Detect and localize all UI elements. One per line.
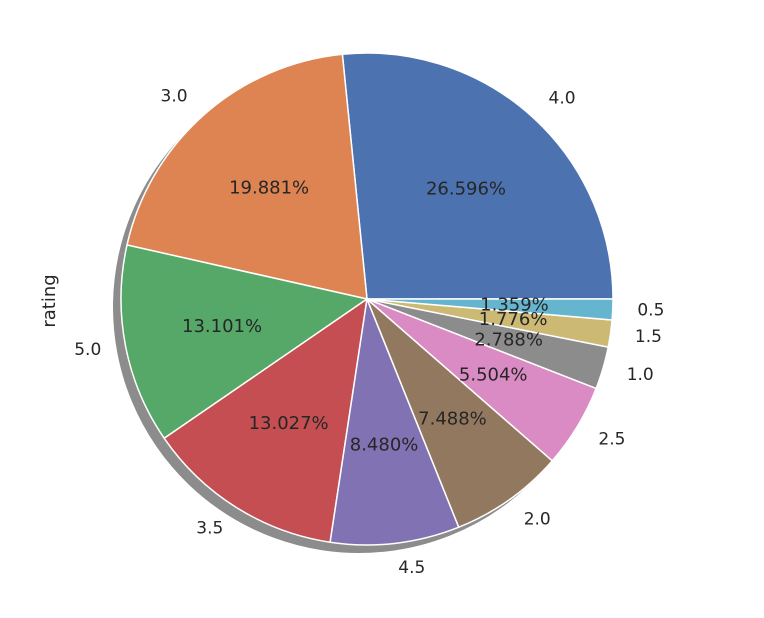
pie-slice-4-5	[329, 298, 460, 546]
slice-percent-1-0: 2.788%	[474, 329, 543, 350]
pie-slice-0-5	[366, 298, 614, 321]
slice-label-4-0: 4.0	[549, 88, 576, 108]
pie-slice-3-5	[163, 298, 368, 543]
slice-percent-4-5: 8.480%	[350, 435, 419, 456]
pie-slice-5-0	[120, 244, 368, 440]
slice-label-3-0: 3.0	[161, 86, 188, 106]
pie-labels: 4.0 3.0 5.0 3.5 4.5 2.0 2.5 1.0 1.5 0.5	[74, 86, 664, 577]
slice-percent-2-0: 7.488%	[418, 408, 487, 429]
slice-label-5-0: 5.0	[74, 340, 101, 360]
pie-slice-2-0	[366, 298, 554, 528]
slice-percent-4-0: 26.596%	[426, 179, 506, 200]
slice-percent-2-5: 5.504%	[459, 365, 528, 386]
y-axis-label: rating	[39, 274, 60, 327]
slice-label-1-5: 1.5	[635, 327, 662, 347]
slice-label-0-5: 0.5	[637, 301, 664, 321]
slice-percent-3-0: 19.881%	[229, 178, 309, 199]
pie-percent-labels: 26.596% 19.881% 13.101% 13.027% 8.480% 7.488%…	[182, 178, 549, 456]
slice-percent-5-0: 13.101%	[182, 316, 262, 337]
slice-percent-3-5: 13.027%	[249, 413, 329, 434]
pie-slice-3-0	[126, 53, 368, 300]
slice-label-2-5: 2.5	[598, 429, 625, 449]
pie-slice-4-0	[341, 52, 614, 300]
slice-label-2-0: 2.0	[524, 510, 551, 530]
slice-label-3-5: 3.5	[196, 518, 223, 538]
pie-slices	[120, 52, 614, 546]
slice-percent-0-5: 1.359%	[480, 294, 549, 315]
slice-label-1-0: 1.0	[627, 365, 654, 385]
slice-label-4-5: 4.5	[398, 558, 425, 578]
slice-percent-1-5: 1.776%	[479, 309, 548, 330]
